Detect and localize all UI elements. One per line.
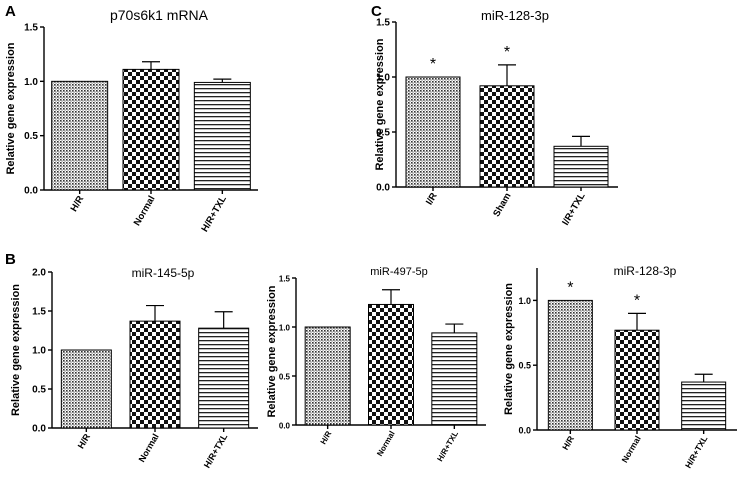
x-category-label: H/R+TXL xyxy=(199,194,229,234)
y-tick-label: 1.5 xyxy=(279,275,291,284)
x-category-label: H/R xyxy=(560,434,576,452)
bar-normal xyxy=(368,303,414,426)
chart-title: miR-128-3p xyxy=(481,8,549,23)
significance-marker: * xyxy=(567,279,573,296)
y-axis-label: Relative gene expression xyxy=(5,42,17,174)
chart-title: p70s6k1 mRNA xyxy=(110,7,209,23)
bar-h-r xyxy=(547,299,593,431)
panel-letter-b: B xyxy=(5,251,16,268)
bar-h-r-txl xyxy=(681,381,727,431)
y-tick-label: 0.5 xyxy=(24,131,38,142)
bar-normal xyxy=(614,329,660,431)
bar-sham xyxy=(479,85,535,188)
bar-h-r xyxy=(51,80,109,191)
y-axis-label: Relative gene expression xyxy=(374,38,386,170)
y-tick-label: 2.0 xyxy=(32,268,46,279)
bar-i-r xyxy=(405,76,461,188)
y-tick-label: 0.0 xyxy=(32,424,46,435)
bar-h-r-txl xyxy=(193,81,251,191)
y-tick-label: 1.5 xyxy=(24,23,38,34)
x-category-label: Normal xyxy=(619,434,642,464)
bar-i-r-txl xyxy=(553,145,609,188)
panel-letter-a: A xyxy=(5,3,16,20)
significance-marker: * xyxy=(504,44,510,61)
x-category-label: H/R xyxy=(69,194,87,214)
x-category-label: H/R+TXL xyxy=(683,434,709,470)
y-tick-label: 1.0 xyxy=(376,73,390,84)
x-category-label: Sham xyxy=(491,191,513,219)
y-tick-label: 1.5 xyxy=(376,18,390,29)
y-tick-label: 1.0 xyxy=(24,77,38,88)
x-category-label: H/R xyxy=(76,432,93,451)
y-tick-label: 1.5 xyxy=(32,307,46,318)
chart-title: miR-145-5p xyxy=(132,266,195,280)
bar-h-r-txl xyxy=(431,332,478,426)
y-tick-label: 0.5 xyxy=(32,385,46,396)
y-axis-label: Relative gene expression xyxy=(266,285,278,417)
y-tick-label: 0.0 xyxy=(279,422,291,431)
significance-marker: * xyxy=(430,56,436,73)
chart-mir-145-5p: miR-145-5p Relative gene expression 0.0 0.5… xyxy=(10,266,258,470)
chart-p70s6k1-mrna: p70s6k1 mRNA Relative gene expression 0.0 0… xyxy=(5,7,258,234)
y-tick-label: 0.0 xyxy=(518,426,531,436)
chart-title: miR-497-5p xyxy=(370,266,427,278)
y-tick-label: 1.0 xyxy=(279,324,291,333)
chart-mir-128-3p-ir: miR-128-3p Relative gene expression 0.0 0.5… xyxy=(374,8,618,227)
significance-marker: * xyxy=(634,292,640,309)
chart-title: miR-128-3p xyxy=(614,264,677,278)
x-category-label: Normal xyxy=(132,194,158,228)
x-category-label: Normal xyxy=(375,430,397,458)
bar-h-r-txl xyxy=(198,327,250,429)
bar-h-r xyxy=(304,326,351,426)
y-tick-label: 0.5 xyxy=(518,361,531,371)
x-category-label: H/R+TXL xyxy=(202,432,230,470)
y-tick-label: 0.0 xyxy=(376,183,390,194)
y-tick-label: 0.5 xyxy=(376,128,390,139)
y-axis-label: Relative gene expression xyxy=(503,283,515,415)
bar-normal xyxy=(122,68,180,191)
y-tick-label: 0.0 xyxy=(24,186,38,197)
x-category-label: H/R xyxy=(319,429,334,446)
x-category-label: Normal xyxy=(137,432,161,464)
y-tick-label: 1.0 xyxy=(518,296,531,306)
bar-h-r xyxy=(60,349,112,429)
y-axis-label: Relative gene expression xyxy=(10,284,22,416)
y-tick-label: 0.5 xyxy=(279,373,291,382)
y-tick-label: 1.0 xyxy=(32,346,46,357)
panel-letter-c: C xyxy=(371,3,382,20)
x-category-label: H/R+TXL xyxy=(435,429,460,463)
x-category-label: I/R+TXL xyxy=(560,191,587,228)
x-category-label: I/R xyxy=(424,191,440,207)
chart-mir-128-3p-hr: miR-128-3p Relative gene expression 0.0 0.5… xyxy=(503,264,737,470)
bar-normal xyxy=(129,320,181,429)
